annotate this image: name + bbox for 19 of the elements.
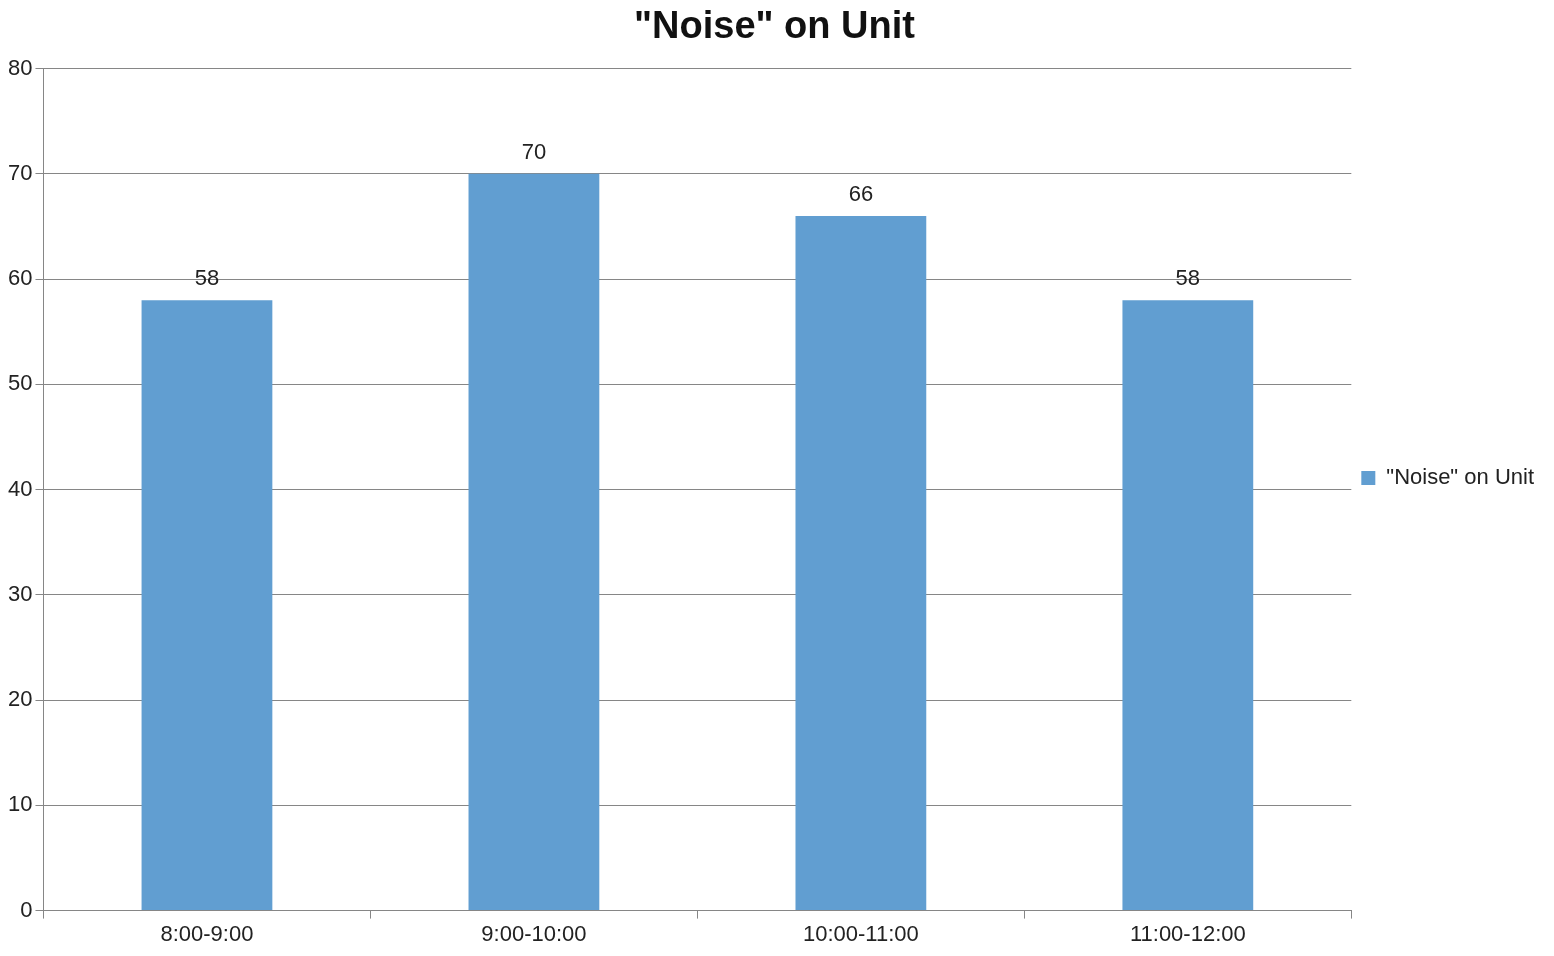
y-tick-label: 70 [7,159,33,185]
legend-label: "Noise" on Unit [1386,464,1534,490]
chart-title: "Noise" on Unit [634,4,916,47]
data-label: 70 [521,138,547,164]
y-tick-label: 50 [7,370,33,396]
x-tick-label: 9:00-10:00 [481,920,587,946]
y-tick-label: 10 [7,791,33,817]
y-tick-label: 30 [7,580,33,606]
y-tick-label: 60 [7,265,33,291]
y-tick-label: 40 [7,475,33,501]
x-tick-label: 8:00-9:00 [160,920,254,946]
data-label: 58 [1175,265,1201,291]
data-label: 66 [848,181,874,207]
y-tick-label: 0 [20,896,33,922]
x-tick-label: 11:00-12:00 [1129,920,1246,946]
y-tick-label: 80 [7,54,33,80]
x-tick-label: 10:00-11:00 [802,920,919,946]
y-tick-label: 20 [7,686,33,712]
data-label: 58 [194,265,220,291]
